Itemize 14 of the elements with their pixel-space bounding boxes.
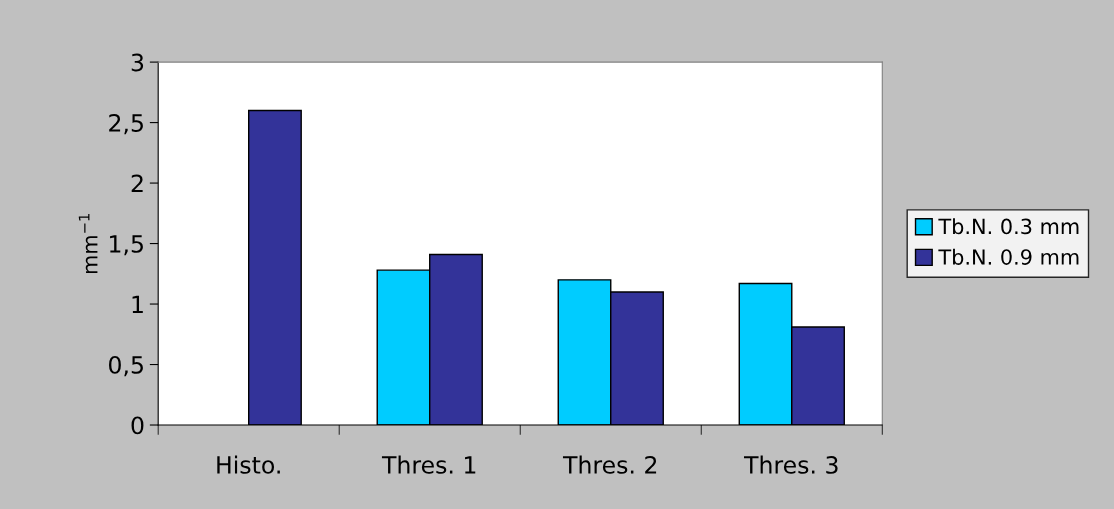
x-tick-label: Histo. — [217, 455, 280, 474]
legend-label: Tb.N. 0.3 mm — [938, 218, 1079, 235]
y-tick-label: 1 — [132, 295, 143, 314]
y-tick-label: 0,5 — [109, 355, 143, 377]
y-tick-label: 2,5 — [109, 114, 143, 135]
x-tick-label: Thres. 2 — [562, 455, 657, 474]
x-tick-label: Thres. 1 — [381, 455, 476, 474]
y-axis-title: mm$^{−1}$ — [78, 214, 98, 274]
y-tick-label: 3 — [131, 53, 144, 72]
legend-label: Tb.N. 0.9 mm — [938, 248, 1079, 265]
y-tick-label: 0 — [131, 416, 144, 435]
y-tick-label: 2 — [131, 174, 143, 193]
y-tick-label: 1,5 — [110, 235, 143, 256]
x-tick-label: Thres. 3 — [744, 455, 838, 474]
